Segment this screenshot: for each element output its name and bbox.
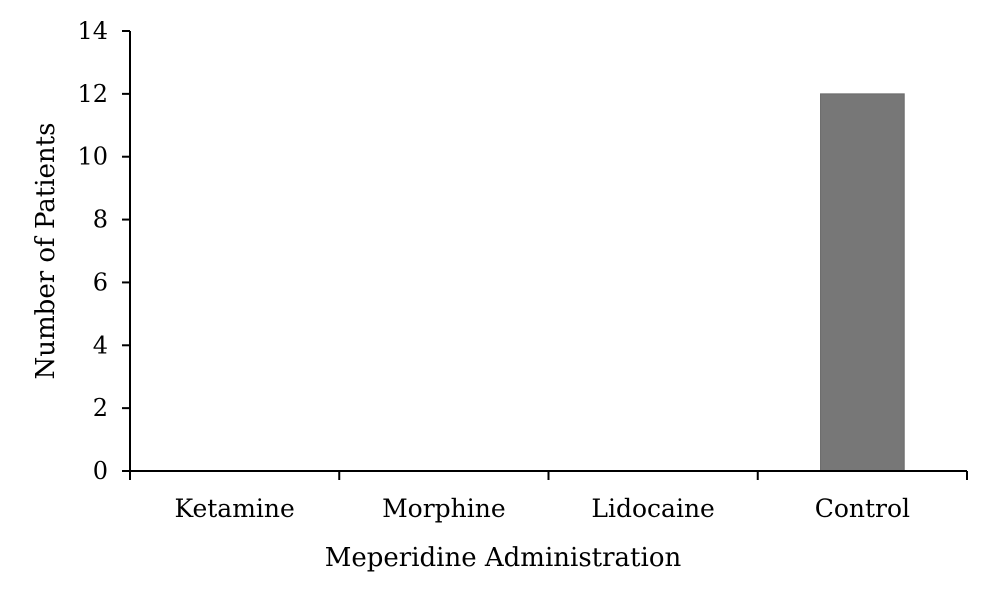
y-tick-label: 2 — [93, 394, 108, 422]
x-tick-label: Lidocaine — [591, 494, 714, 523]
y-axis-ticks: 0 2 4 6 8 10 12 14 — [77, 17, 130, 485]
x-axis-ticks: Ketamine Morphine Lidocaine Control — [129, 471, 968, 523]
y-tick-label: 0 — [93, 457, 108, 485]
x-tick-label: Control — [815, 494, 910, 523]
y-tick-label: 14 — [77, 17, 108, 45]
y-tick-label: 4 — [93, 331, 108, 359]
x-tick-label: Ketamine — [174, 494, 294, 523]
bar-control — [820, 93, 905, 472]
y-tick-label: 12 — [77, 80, 108, 108]
y-tick-label: 10 — [77, 143, 108, 171]
x-tick-label: Morphine — [382, 494, 506, 523]
x-axis-title: Meperidine Administration — [325, 543, 682, 573]
y-tick-label: 8 — [93, 206, 108, 234]
y-tick-label: 6 — [93, 268, 108, 296]
bars — [820, 93, 905, 472]
y-axis-title: Number of Patients — [31, 123, 61, 380]
